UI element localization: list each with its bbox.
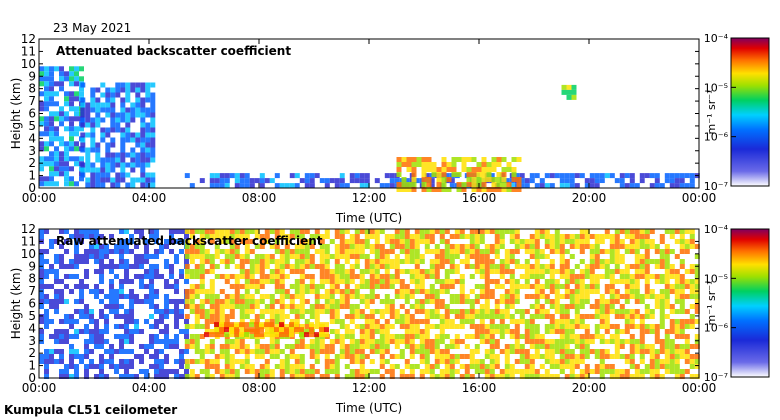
x-tick-label: 00:00 <box>22 381 57 395</box>
y-tick-label: 12 <box>21 222 36 236</box>
y-tick-label: 10 <box>21 57 36 71</box>
y-tick-label: 9 <box>28 69 36 83</box>
y-tick-label: 2 <box>28 156 36 170</box>
y-tick-label: 8 <box>28 272 36 286</box>
panel-title: Raw attenuated backscatter coefficient <box>56 234 323 248</box>
y-tick-label: 3 <box>28 334 36 348</box>
colorbar-scale <box>730 37 770 187</box>
colorbar-unit-label: m⁻¹ sr⁻¹ <box>705 90 718 135</box>
colorbar-tick-label: 10⁻⁴ <box>704 32 729 45</box>
y-axis-label: Height (km) <box>9 268 23 339</box>
y-tick-label: 1 <box>28 169 36 183</box>
colorbar-tick-label: 10⁻⁶ <box>704 131 729 144</box>
colorbar-tick-label: 10⁻⁷ <box>704 371 728 384</box>
x-axis: 00:00 04:00 08:00 12:00 16:00 20:00 00:00 <box>22 229 717 395</box>
colorbar-tick-label: 10⁻⁵ <box>704 81 728 94</box>
x-tick-label: 20:00 <box>572 381 607 395</box>
feature-cloud-streaks <box>80 82 156 188</box>
figure-date: 23 May 2021 <box>53 21 131 35</box>
x-tick-label: 20:00 <box>572 191 607 205</box>
y-tick-label: 0 <box>28 181 36 195</box>
feature-high-cloud <box>39 66 84 187</box>
y-tick-label: 2 <box>28 346 36 360</box>
y-tick-label: 3 <box>28 144 36 158</box>
feature-noise-day <box>184 229 700 379</box>
y-tick-label: 9 <box>28 259 36 273</box>
x-tick-label: 04:00 <box>132 381 167 395</box>
panel-title: Attenuated backscatter coefficient <box>56 44 291 58</box>
colorbar-tick-label: 10⁻⁵ <box>704 272 728 285</box>
y-tick-label: 12 <box>21 32 36 46</box>
colorbar: 10⁻⁴ 10⁻⁵ 10⁻⁶ 10⁻⁷ m⁻¹ sr⁻¹ <box>704 223 770 384</box>
y-tick-label: 8 <box>28 82 36 96</box>
y-tick-label: 6 <box>28 297 36 311</box>
x-tick-label: 12:00 <box>352 191 387 205</box>
x-axis-label: Time (UTC) <box>335 401 402 415</box>
panel-raw-attenuated-backscatter: Raw attenuated backscatter coefficient 0… <box>9 222 770 415</box>
x-tick-label: 04:00 <box>132 191 167 205</box>
feature-elevated-cloud <box>561 84 577 100</box>
x-tick-label: 00:00 <box>682 381 717 395</box>
y-tick-label: 11 <box>21 44 36 58</box>
colorbar-unit-label: m⁻¹ sr⁻¹ <box>705 281 718 326</box>
x-tick-label: 08:00 <box>242 381 277 395</box>
feature-convective-cloud <box>396 157 522 192</box>
x-tick-label: 08:00 <box>242 191 277 205</box>
colorbar-tick-label: 10⁻⁷ <box>704 180 728 193</box>
y-tick-label: 4 <box>28 131 36 145</box>
y-tick-label: 11 <box>21 234 36 248</box>
y-tick-label: 7 <box>28 284 36 298</box>
heatmap-area <box>39 39 700 192</box>
x-axis-label: Time (UTC) <box>335 211 402 225</box>
y-axis-label: Height (km) <box>9 78 23 149</box>
feature-noise-night <box>39 229 189 379</box>
colorbar-scale <box>730 228 770 378</box>
y-tick-label: 5 <box>28 119 36 133</box>
colorbar-tick-label: 10⁻⁴ <box>704 223 729 236</box>
x-tick-label: 00:00 <box>22 191 57 205</box>
y-tick-label: 1 <box>28 359 36 373</box>
x-axis: 00:00 04:00 08:00 12:00 16:00 20:00 00:00 <box>22 39 717 205</box>
colorbar-tick-label: 10⁻⁶ <box>704 322 729 335</box>
figure-footer: Kumpula CL51 ceilometer <box>4 403 177 417</box>
x-tick-label: 16:00 <box>462 381 497 395</box>
y-tick-label: 6 <box>28 107 36 121</box>
y-tick-label: 5 <box>28 309 36 323</box>
panel-attenuated-backscatter: Attenuated backscatter coefficient 01234… <box>9 32 770 225</box>
y-tick-label: 10 <box>21 247 36 261</box>
feature-aerosol-layer <box>204 322 329 338</box>
y-tick-label: 4 <box>28 321 36 335</box>
y-tick-label: 0 <box>28 371 36 385</box>
x-tick-label: 00:00 <box>682 191 717 205</box>
x-tick-label: 12:00 <box>352 381 387 395</box>
y-tick-label: 7 <box>28 94 36 108</box>
x-tick-label: 16:00 <box>462 191 497 205</box>
colorbar: 10⁻⁴ 10⁻⁵ 10⁻⁶ 10⁻⁷ m⁻¹ sr⁻¹ <box>704 32 770 193</box>
heatmap-area <box>39 229 700 379</box>
